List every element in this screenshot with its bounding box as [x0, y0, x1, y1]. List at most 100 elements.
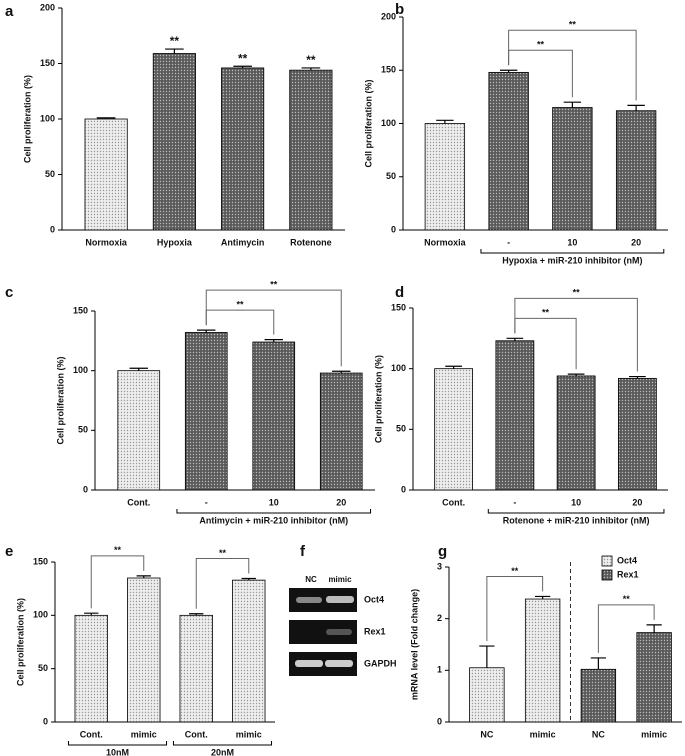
comparison-label: **: [219, 548, 227, 558]
x-tick-label: Cont.: [442, 497, 465, 507]
chart: b Cell proliferation (%) 0 50 100 150 200 Normo…: [363, 1, 668, 265]
x-tick-label: mimic: [530, 729, 556, 739]
y-tick-label: 100: [40, 113, 55, 123]
x-tick-label: Normoxia: [85, 237, 128, 247]
group-label: 10nM: [106, 747, 129, 756]
y-tick-label: 50: [386, 171, 396, 181]
bar: [289, 69, 333, 231]
y-tick-label: 50: [78, 425, 88, 435]
lane-label: mimic: [328, 575, 352, 584]
error-bar: [233, 65, 252, 68]
x-tick-label: mimic: [236, 729, 262, 739]
comparison-bracket: [90, 555, 145, 609]
group-line: [172, 741, 273, 746]
x-tick-label: 10: [269, 497, 279, 507]
comparison-label: **: [511, 566, 519, 576]
error-bar: [264, 339, 283, 343]
chart: d Cell proliferation (%) 0 50 100 150 Cont. - 10…: [373, 284, 668, 525]
group-line: [487, 509, 665, 514]
bar: [469, 667, 505, 723]
x-tick-label: Hypoxia: [157, 237, 193, 247]
bar: [117, 370, 161, 491]
bar: [179, 614, 213, 723]
error-bar: [567, 373, 585, 376]
bar: [636, 632, 672, 723]
bar: [615, 110, 657, 231]
band-label: GAPDH: [364, 658, 397, 668]
y-tick-label: 150: [33, 556, 48, 566]
error-bar: [84, 612, 99, 616]
gel-band: [325, 660, 353, 667]
bar: [552, 107, 593, 231]
y-axis-label: Cell proliferation (%): [22, 75, 32, 163]
comparison-label: **: [270, 279, 278, 289]
x-tick-label: mimic: [641, 729, 667, 739]
panel-letter: b: [395, 1, 404, 18]
error-bar: [445, 365, 462, 369]
comparison-label: **: [114, 545, 122, 555]
comparison-bracket: [508, 29, 637, 101]
y-tick-label: 0: [83, 484, 88, 494]
x-tick-label: 20: [631, 237, 641, 247]
y-tick-label: 3: [437, 561, 442, 571]
comparison-label: **: [569, 20, 577, 30]
x-tick-label: Rotenone: [290, 237, 332, 247]
lane-label: NC: [305, 575, 317, 584]
y-tick-label: 150: [381, 65, 396, 75]
annotation: **: [306, 53, 316, 67]
legend-swatch: [601, 569, 613, 581]
group-label: 20nM: [211, 747, 234, 756]
gel-band: [326, 596, 354, 603]
y-tick-label: 200: [381, 11, 396, 21]
panel-letter: e: [5, 543, 13, 560]
x-tick-label: -: [513, 497, 516, 507]
error-bar: [627, 104, 645, 111]
y-axis-label: Cell proliferation (%): [55, 356, 65, 444]
x-tick-label: mimic: [131, 729, 157, 739]
error-bar: [499, 69, 518, 73]
legend-label: Oct4: [617, 555, 637, 565]
bar: [556, 375, 596, 491]
bar: [127, 577, 161, 723]
legend-swatch: [601, 555, 613, 567]
legend-label: Rex1: [617, 569, 639, 579]
y-tick-label: 50: [396, 424, 406, 434]
error-bar: [189, 613, 204, 616]
y-tick-label: 150: [391, 302, 406, 312]
y-tick-label: 0: [391, 224, 396, 234]
y-tick-label: 50: [38, 663, 48, 673]
comparison-bracket: [195, 558, 250, 609]
comparison-bracket: [205, 309, 275, 335]
bar: [232, 579, 266, 723]
error-bar: [96, 117, 116, 119]
group-line: [67, 741, 168, 746]
comparison-bracket: [597, 604, 655, 653]
comparison-label: **: [236, 299, 244, 309]
y-tick-label: 100: [73, 365, 88, 375]
error-bar: [535, 595, 551, 600]
comparison-label: **: [623, 594, 631, 604]
bar: [84, 118, 128, 231]
band-label: Rex1: [364, 626, 386, 636]
comparison-label: **: [542, 308, 550, 318]
error-bar: [129, 367, 148, 371]
bar: [580, 668, 617, 723]
y-tick-label: 2: [437, 613, 442, 623]
gel-panel: f NC mimic Oct4 Rex1 GAPDH: [289, 543, 397, 676]
error-bar: [332, 370, 351, 374]
x-tick-label: -: [507, 237, 510, 247]
annotation: **: [238, 51, 248, 65]
error-bar: [165, 48, 184, 54]
y-axis-label: mRNA level (Fold change): [409, 589, 419, 700]
bar: [495, 340, 535, 491]
x-tick-label: Normoxia: [424, 237, 467, 247]
group-line: [176, 509, 372, 514]
panel-letter: f: [300, 543, 306, 560]
panel-letter: g: [438, 543, 447, 560]
bar: [319, 372, 363, 491]
group-label: Antimycin + miR-210 inhibitor (nM): [199, 515, 348, 525]
x-tick-label: -: [205, 497, 208, 507]
bar: [74, 614, 108, 723]
gel-band: [295, 660, 323, 667]
